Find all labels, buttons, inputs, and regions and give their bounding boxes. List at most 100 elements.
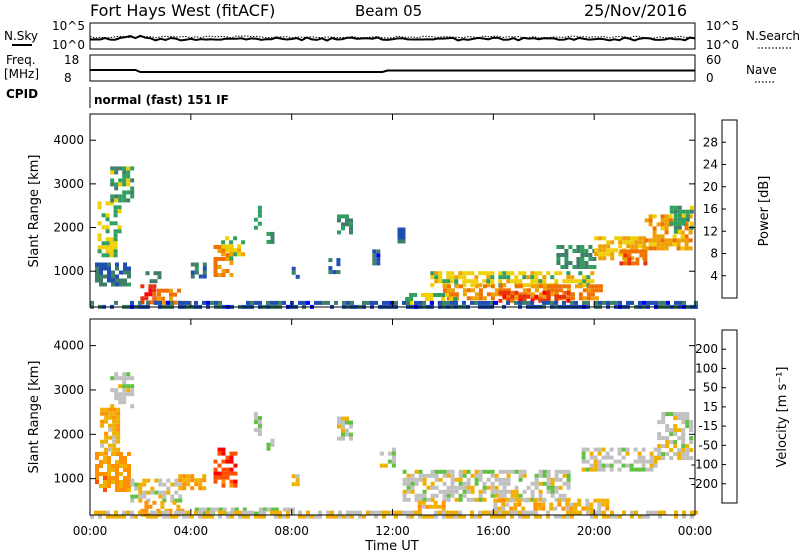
velocity-cell [103,484,107,488]
velocity-cell [673,432,678,437]
velocity-cell [442,489,447,494]
velocity-cell [474,469,479,474]
power-cell [546,298,551,303]
velocity-cell [689,448,694,453]
power-ylabel: Slant Range [km] [27,155,42,268]
power-cell [490,292,495,297]
velocity-cell [100,411,105,416]
velocity-cell [282,514,286,519]
velocity-cell [625,451,630,456]
velocity-cell [553,506,558,511]
power-cell [538,296,543,301]
power-cell [490,271,495,276]
velocity-cell [166,486,171,491]
velocity-cell [286,514,290,519]
power-cell [562,279,567,284]
velocity-cell [482,481,487,486]
power-cell [610,252,615,257]
velocity-cell [625,447,630,452]
power-cell [590,292,595,297]
velocity-cell [345,420,349,425]
power-cell [350,300,354,305]
power-cell [446,284,451,289]
velocity-cell [665,436,670,441]
velocity-cell [454,485,459,490]
power-cell [95,270,99,275]
velocity-cell [446,485,451,490]
power-cell [109,241,114,246]
power-cell [97,233,102,238]
velocity-cell [410,477,415,482]
velocity-cell [406,481,411,486]
power-cell [562,284,567,289]
power-cell [397,235,402,240]
power-cell [590,284,595,289]
velocity-cell [514,497,519,502]
velocity-cell [282,507,287,512]
velocity-cell [168,508,173,513]
velocity-cell [374,514,378,519]
power-cell [337,218,341,223]
velocity-cell [95,480,99,484]
colorbar-tick-label: -100 [691,458,718,472]
power-cell [345,222,349,227]
velocity-cell [554,497,559,502]
power-cell [638,240,643,245]
velocity-cell [230,507,235,512]
freq-left-tick-top: 18 [64,53,79,67]
velocity-cell [442,469,447,474]
power-cell [114,182,119,187]
power-cell [434,279,439,284]
velocity-cell [514,510,518,515]
power-cell [157,271,162,276]
power-cell [584,253,589,257]
velocity-cell [422,481,427,486]
x-tick-label: 08:00 [274,524,309,538]
power-cell [554,292,559,297]
power-cell [118,166,123,171]
velocity-cell [446,514,450,519]
power-cell [314,300,318,305]
velocity-cell [100,407,105,412]
power-cell [542,288,547,293]
power-cell [138,300,142,305]
power-cell [257,205,262,210]
power-cell [470,300,474,305]
velocity-cell [681,420,686,425]
velocity-cell [221,483,226,488]
power-cell [214,300,218,305]
velocity-cell [138,510,142,515]
power-cell [401,239,406,244]
velocity-cell [270,442,275,447]
power-cell [397,227,402,232]
power-cell [598,300,602,305]
power-cell [109,237,114,242]
velocity-cell [410,510,414,515]
power-cell [664,214,669,219]
power-cell [530,292,535,297]
power-cell [478,288,483,293]
velocity-cell [594,510,598,515]
velocity-cell [410,485,415,490]
power-cell [107,278,111,283]
velocity-cell [542,469,547,474]
power-cell [586,288,591,293]
velocity-cell [522,489,527,494]
velocity-cell [246,514,250,519]
power-cell [676,238,681,243]
velocity-cell [274,507,279,512]
power-cell [233,236,238,241]
power-cell [144,296,149,301]
velocity-cell [202,514,206,519]
velocity-cell [518,510,522,515]
velocity-cell [253,428,258,433]
power-cell [618,236,623,241]
velocity-cell [342,514,346,519]
velocity-cell [689,436,694,441]
velocity-cell [95,476,99,480]
velocity-cell [258,511,263,516]
velocity-cell [430,493,435,498]
power-cell [627,253,632,258]
power-cell [462,279,467,284]
power-cell [677,205,682,210]
